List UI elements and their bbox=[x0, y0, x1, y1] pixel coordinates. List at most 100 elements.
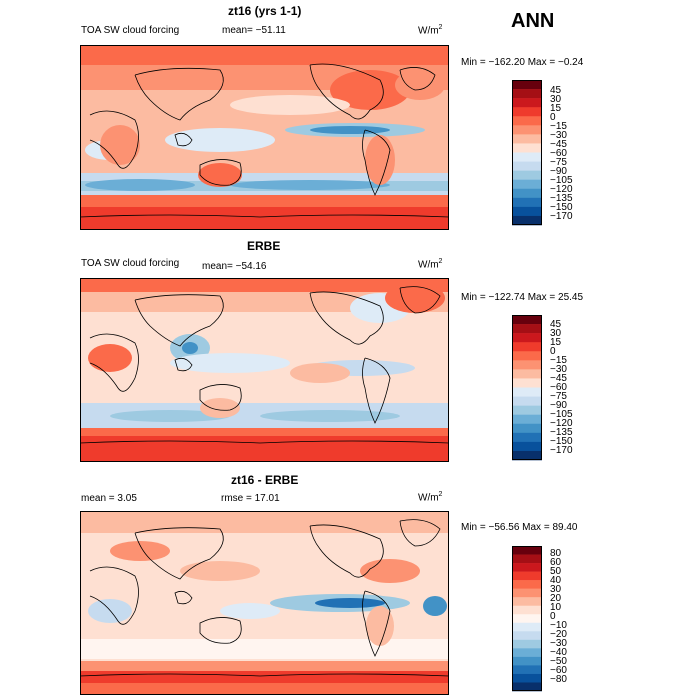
panel3-level-label: −80 bbox=[550, 674, 567, 685]
colorbar-swatch bbox=[512, 673, 542, 683]
panel1-minmax: Min = −162.20 Max = −0.24 bbox=[461, 57, 584, 68]
panel3-mean: mean = 3.05 bbox=[81, 493, 137, 504]
colorbar-swatch bbox=[512, 571, 542, 581]
panel3-level-label: −60 bbox=[550, 665, 567, 676]
panel1-level-label: −45 bbox=[550, 139, 567, 150]
panel3-level-label: 0 bbox=[550, 611, 556, 622]
panel1-level-label: −90 bbox=[550, 166, 567, 177]
panel2-colorbar bbox=[512, 315, 542, 461]
panel2-level-label: 45 bbox=[550, 319, 562, 330]
colorbar-swatch bbox=[512, 333, 542, 343]
panel3-level-label: 80 bbox=[550, 548, 562, 559]
colorbar-frame bbox=[512, 546, 542, 691]
colorbar-swatch bbox=[512, 450, 542, 461]
panel3-colorbar bbox=[512, 546, 542, 692]
panel1-level-label: −170 bbox=[550, 211, 573, 222]
colorbar-swatch bbox=[512, 554, 542, 564]
panel3-level-label: −50 bbox=[550, 656, 567, 667]
panel2-level-label: −75 bbox=[550, 391, 567, 402]
colorbar-swatch bbox=[512, 98, 542, 108]
panel3-level-label: −10 bbox=[550, 620, 567, 631]
panel2-level-label: −170 bbox=[550, 445, 573, 456]
panel2-map bbox=[80, 278, 449, 462]
panel2-level-label: 30 bbox=[550, 328, 562, 339]
colorbar-swatch bbox=[512, 351, 542, 361]
colorbar-swatch bbox=[512, 143, 542, 153]
panel1-variable-label: TOA SW cloud forcing bbox=[81, 25, 180, 36]
colorbar-swatch bbox=[512, 188, 542, 199]
colorbar-swatch bbox=[512, 682, 542, 692]
panel3-map bbox=[80, 511, 449, 695]
panel1-level-label: 0 bbox=[550, 112, 556, 123]
panel3-title: zt16 - ERBE bbox=[231, 473, 299, 487]
colorbar-swatch bbox=[512, 342, 542, 352]
colorbar-swatch bbox=[512, 161, 542, 171]
panel2-level-label: −105 bbox=[550, 409, 573, 420]
colorbar-swatch bbox=[512, 546, 542, 555]
panel3-level-label: 20 bbox=[550, 593, 562, 604]
colorbar-swatch bbox=[512, 80, 542, 90]
panel1-level-label: 30 bbox=[550, 94, 562, 105]
colorbar-swatch bbox=[512, 648, 542, 658]
panel3-level-label: −30 bbox=[550, 638, 567, 649]
panel1-level-label: −120 bbox=[550, 184, 573, 195]
colorbar-swatch bbox=[512, 639, 542, 649]
panel2-level-label: −60 bbox=[550, 382, 567, 393]
panel1-map bbox=[80, 45, 449, 230]
colorbar-swatch bbox=[512, 197, 542, 208]
panel2-units: W/m2 bbox=[418, 258, 443, 271]
colorbar-swatch bbox=[512, 378, 542, 388]
colorbar-swatch bbox=[512, 423, 542, 434]
panel3-minmax: Min = −56.56 Max = 89.40 bbox=[461, 522, 578, 533]
colorbar-swatch bbox=[512, 89, 542, 99]
panel3-level-label: 10 bbox=[550, 602, 562, 613]
panel1-level-label: −135 bbox=[550, 193, 573, 204]
colorbar-swatch bbox=[512, 107, 542, 117]
colorbar-swatch bbox=[512, 369, 542, 379]
panel2-level-label: −90 bbox=[550, 400, 567, 411]
panel2-level-label: −30 bbox=[550, 364, 567, 375]
colorbar-swatch bbox=[512, 134, 542, 144]
colorbar-swatch bbox=[512, 315, 542, 325]
panel3-rmse: rmse = 17.01 bbox=[221, 493, 280, 504]
panel3-units: W/m2 bbox=[418, 491, 443, 504]
colorbar-swatch bbox=[512, 396, 542, 406]
colorbar-swatch bbox=[512, 614, 542, 624]
panel2-variable-label: TOA SW cloud forcing bbox=[81, 258, 180, 269]
colorbar-swatch bbox=[512, 656, 542, 666]
colorbar-swatch bbox=[512, 206, 542, 217]
panel2-level-label: −15 bbox=[550, 355, 567, 366]
colorbar-swatch bbox=[512, 580, 542, 589]
panel1-mean: mean= −51.11 bbox=[222, 25, 286, 36]
panel2-title: ERBE bbox=[247, 239, 281, 253]
colorbar-swatch bbox=[512, 563, 542, 572]
season-label: ANN bbox=[511, 10, 555, 32]
colorbar-swatch bbox=[512, 441, 542, 452]
panel3-level-label: 30 bbox=[550, 584, 562, 595]
colorbar-swatch bbox=[512, 414, 542, 425]
panel2-mean: mean= −54.16 bbox=[202, 261, 267, 272]
panel1-units: W/m2 bbox=[418, 24, 443, 37]
colorbar-swatch bbox=[512, 631, 542, 641]
panel1-title: zt16 (yrs 1-1) bbox=[228, 4, 302, 18]
colorbar-swatch bbox=[512, 405, 542, 415]
panel3-level-label: −20 bbox=[550, 629, 567, 640]
panel3-level-label: 40 bbox=[550, 575, 562, 586]
panel1-level-label: −15 bbox=[550, 121, 567, 132]
panel1-level-label: −30 bbox=[550, 130, 567, 141]
panel1-level-label: 45 bbox=[550, 85, 562, 96]
colorbar-swatch bbox=[512, 588, 542, 598]
colorbar-swatch bbox=[512, 597, 542, 607]
colorbar-swatch bbox=[512, 432, 542, 443]
colorbar-swatch bbox=[512, 116, 542, 126]
panel1-level-label: −60 bbox=[550, 148, 567, 159]
colorbar-frame bbox=[512, 315, 542, 460]
panel1-level-label: 15 bbox=[550, 103, 562, 114]
colorbar-swatch bbox=[512, 324, 542, 334]
panel2-level-label: −45 bbox=[550, 373, 567, 384]
panel2-level-label: −120 bbox=[550, 418, 573, 429]
colorbar-swatch bbox=[512, 665, 542, 675]
colorbar-swatch bbox=[512, 125, 542, 135]
colorbar-swatch bbox=[512, 360, 542, 370]
colorbar-swatch bbox=[512, 605, 542, 615]
